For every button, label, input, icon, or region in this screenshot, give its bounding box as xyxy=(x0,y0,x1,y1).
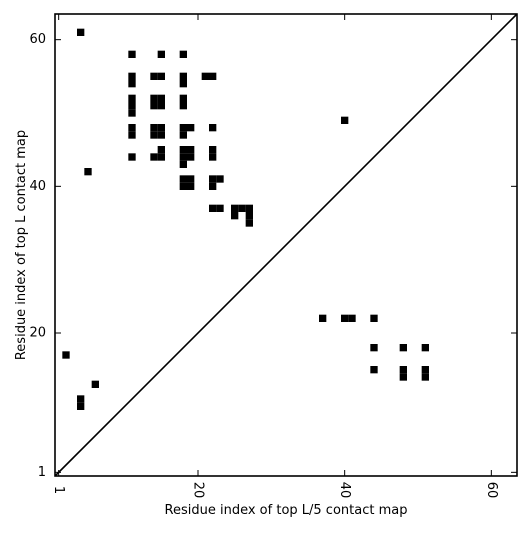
contact-cell-top-l xyxy=(179,102,187,110)
contact-cell-top-l xyxy=(245,219,253,227)
contact-cell-top-l xyxy=(209,204,217,212)
contact-cell-top-l xyxy=(150,153,158,161)
contact-cell-top-l5 xyxy=(399,344,407,352)
contact-cell-top-l xyxy=(187,153,195,161)
contact-cell-top-l xyxy=(216,204,224,212)
contact-cell-top-l xyxy=(128,124,136,132)
contact-cell-top-l xyxy=(157,102,165,110)
contact-cell-top-l xyxy=(231,204,239,212)
contact-cell-top-l xyxy=(209,72,217,80)
contact-cell-top-l xyxy=(179,80,187,88)
contact-cell-top-l5 xyxy=(348,314,356,322)
contact-cell-top-l5 xyxy=(421,373,429,381)
contact-cell-top-l xyxy=(157,146,165,154)
contact-cell-top-l5 xyxy=(399,366,407,374)
contact-cells xyxy=(62,28,429,410)
contact-cell-top-l xyxy=(128,102,136,110)
contact-cell-top-l5 xyxy=(370,344,378,352)
contact-cell-top-l xyxy=(201,72,209,80)
contact-cell-top-l xyxy=(341,116,349,124)
contact-cell-top-l5 xyxy=(77,402,85,410)
axis-ticks: 1 20 40 60 1 20 40 60 xyxy=(29,14,517,498)
x-tick-label: 1 xyxy=(51,486,66,494)
x-tick-label: 20 xyxy=(191,482,206,499)
contact-cell-top-l xyxy=(157,131,165,139)
contact-cell-top-l xyxy=(157,50,165,58)
contact-cell-top-l xyxy=(157,72,165,80)
contact-cell-top-l xyxy=(128,80,136,88)
contact-cell-top-l xyxy=(238,204,246,212)
contact-cell-top-l xyxy=(128,94,136,102)
contact-cell-top-l xyxy=(179,131,187,139)
contact-cell-top-l xyxy=(157,153,165,161)
contact-cell-top-l xyxy=(150,72,158,80)
y-tick-label: 1 xyxy=(38,465,46,480)
contact-cell-top-l xyxy=(245,204,253,212)
contact-cell-top-l xyxy=(77,28,85,36)
contact-cell-top-l xyxy=(128,131,136,139)
contact-cell-top-l xyxy=(187,175,195,183)
x-tick-label: 40 xyxy=(337,482,352,499)
contact-cell-top-l5 xyxy=(62,351,70,359)
contact-cell-top-l5 xyxy=(341,314,349,322)
contact-cell-top-l xyxy=(209,182,217,190)
contact-cell-top-l xyxy=(209,124,217,132)
contact-cell-top-l xyxy=(187,182,195,190)
contact-cell-top-l5 xyxy=(77,395,85,403)
contact-cell-top-l xyxy=(179,72,187,80)
contact-cell-top-l xyxy=(150,102,158,110)
diagonal-line xyxy=(54,13,518,477)
contact-cell-top-l xyxy=(231,212,239,220)
contact-cell-top-l xyxy=(150,131,158,139)
contact-cell-top-l xyxy=(84,168,92,176)
contact-cell-top-l xyxy=(179,124,187,132)
contact-cell-top-l xyxy=(157,94,165,102)
contact-cell-top-l xyxy=(157,124,165,132)
contact-cell-top-l xyxy=(209,146,217,154)
y-axis-label: Residue index of top L contact map xyxy=(14,130,29,360)
y-tick-label: 40 xyxy=(29,179,46,194)
contact-cell-top-l xyxy=(179,153,187,161)
contact-cell-top-l xyxy=(150,124,158,132)
contact-cell-top-l xyxy=(128,109,136,117)
contact-cell-top-l xyxy=(128,72,136,80)
contact-cell-top-l5 xyxy=(421,344,429,352)
contact-cell-top-l xyxy=(245,212,253,220)
contact-cell-top-l xyxy=(128,153,136,161)
contact-cell-top-l xyxy=(187,146,195,154)
contact-cell-top-l xyxy=(216,175,224,183)
contact-cell-top-l xyxy=(179,146,187,154)
contact-cell-top-l5 xyxy=(421,366,429,374)
contact-cell-top-l5 xyxy=(370,314,378,322)
x-axis-label: Residue index of top L/5 contact map xyxy=(165,503,408,518)
contact-cell-top-l xyxy=(179,160,187,168)
contact-cell-top-l xyxy=(209,153,217,161)
y-tick-label: 20 xyxy=(29,326,46,341)
contact-cell-top-l5 xyxy=(370,366,378,374)
contact-cell-top-l xyxy=(209,175,217,183)
contact-cell-top-l5 xyxy=(319,314,327,322)
contact-cell-top-l xyxy=(128,50,136,58)
contact-cell-top-l xyxy=(179,182,187,190)
contact-cell-top-l xyxy=(187,124,195,132)
x-tick-label: 60 xyxy=(484,482,499,499)
contact-cell-top-l xyxy=(179,175,187,183)
contact-cell-top-l5 xyxy=(399,373,407,381)
contact-cell-top-l xyxy=(179,50,187,58)
plot-frame xyxy=(54,13,518,477)
contact-cell-top-l xyxy=(179,94,187,102)
y-tick-label: 60 xyxy=(29,32,46,47)
contact-cell-top-l xyxy=(150,94,158,102)
contact-cell-top-l5 xyxy=(91,380,99,388)
